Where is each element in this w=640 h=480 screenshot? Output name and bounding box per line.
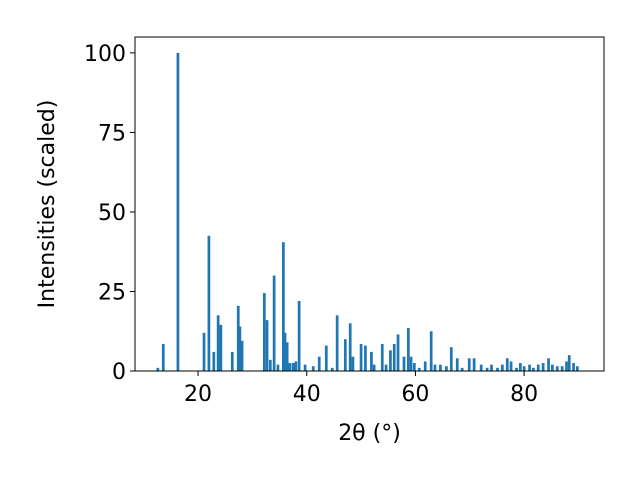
bar: [207, 235, 211, 371]
bar: [364, 345, 367, 371]
bar: [501, 364, 504, 371]
bars: [156, 52, 579, 372]
bar: [547, 358, 550, 371]
x-axis-label: 2θ (°): [338, 421, 401, 446]
bar: [467, 358, 471, 371]
bar: [392, 343, 396, 371]
bar: [161, 343, 165, 371]
bar: [317, 356, 321, 371]
bar: [272, 275, 276, 371]
bar: [496, 367, 499, 371]
bar: [335, 315, 339, 371]
bar: [216, 315, 220, 371]
bar: [555, 366, 559, 371]
bar: [412, 363, 416, 371]
bar: [485, 367, 489, 371]
bar: [472, 358, 476, 371]
bar: [236, 305, 240, 371]
bar: [276, 364, 280, 371]
bar: [324, 345, 328, 371]
bar: [423, 361, 427, 371]
x-tick-label: 60: [401, 382, 429, 407]
y-axis-label: Intensities (scaled): [35, 100, 60, 309]
bar: [541, 363, 545, 371]
x-tick-label: 80: [510, 382, 538, 407]
bar: [505, 358, 509, 371]
bar: [460, 367, 464, 371]
bar: [297, 301, 301, 371]
bar: [565, 361, 568, 371]
y-tick-label: 100: [84, 42, 126, 67]
bar: [380, 343, 384, 371]
bar: [283, 332, 287, 371]
bar: [433, 364, 437, 371]
bar: [560, 366, 564, 371]
bar: [285, 342, 289, 371]
bar: [202, 332, 206, 371]
bar: [282, 242, 285, 371]
bar: [359, 343, 363, 371]
bar: [156, 367, 160, 371]
bar: [406, 328, 410, 371]
y-tick-label: 50: [98, 201, 126, 226]
bar: [291, 363, 295, 371]
bar: [176, 52, 180, 372]
bar: [509, 361, 513, 371]
bar: [372, 364, 376, 371]
bar: [288, 363, 292, 371]
x-tick-label: 20: [184, 382, 212, 407]
bar: [396, 334, 400, 371]
bar: [528, 364, 531, 371]
bar: [303, 364, 307, 371]
bar: [219, 324, 223, 371]
bar: [294, 361, 298, 371]
bar: [515, 367, 518, 371]
bar: [348, 323, 352, 371]
bar: [212, 351, 216, 371]
y-tick-label: 75: [98, 121, 126, 146]
bar: [384, 364, 388, 371]
y-tick-label: 0: [112, 360, 126, 385]
bar: [230, 351, 234, 371]
bar: [455, 358, 459, 371]
bar: [389, 350, 392, 371]
bar: [262, 293, 266, 371]
x-tick-label: 40: [293, 382, 321, 407]
y-tick-label: 25: [98, 280, 126, 305]
bar: [572, 363, 575, 371]
bar: [417, 367, 421, 371]
bar: [402, 356, 406, 371]
bar: [330, 367, 334, 371]
bar: [449, 347, 453, 371]
bar: [567, 355, 571, 371]
bar: [238, 326, 242, 371]
axes-frame: [134, 36, 605, 372]
bar: [370, 351, 373, 371]
bar: [490, 364, 493, 371]
bar: [351, 356, 355, 371]
bar: [311, 366, 315, 371]
bar: [439, 364, 442, 371]
bar: [536, 364, 540, 371]
bar: [265, 320, 269, 371]
bar: [531, 367, 535, 371]
bar: [576, 366, 579, 371]
bar: [479, 364, 483, 371]
bar: [551, 364, 554, 371]
bar: [518, 363, 522, 371]
bar: [268, 359, 272, 371]
bar: [343, 339, 347, 371]
bar: [240, 340, 244, 371]
bar: [409, 356, 413, 371]
bar: [445, 366, 448, 371]
bar: [522, 366, 526, 371]
bar: [429, 331, 433, 371]
